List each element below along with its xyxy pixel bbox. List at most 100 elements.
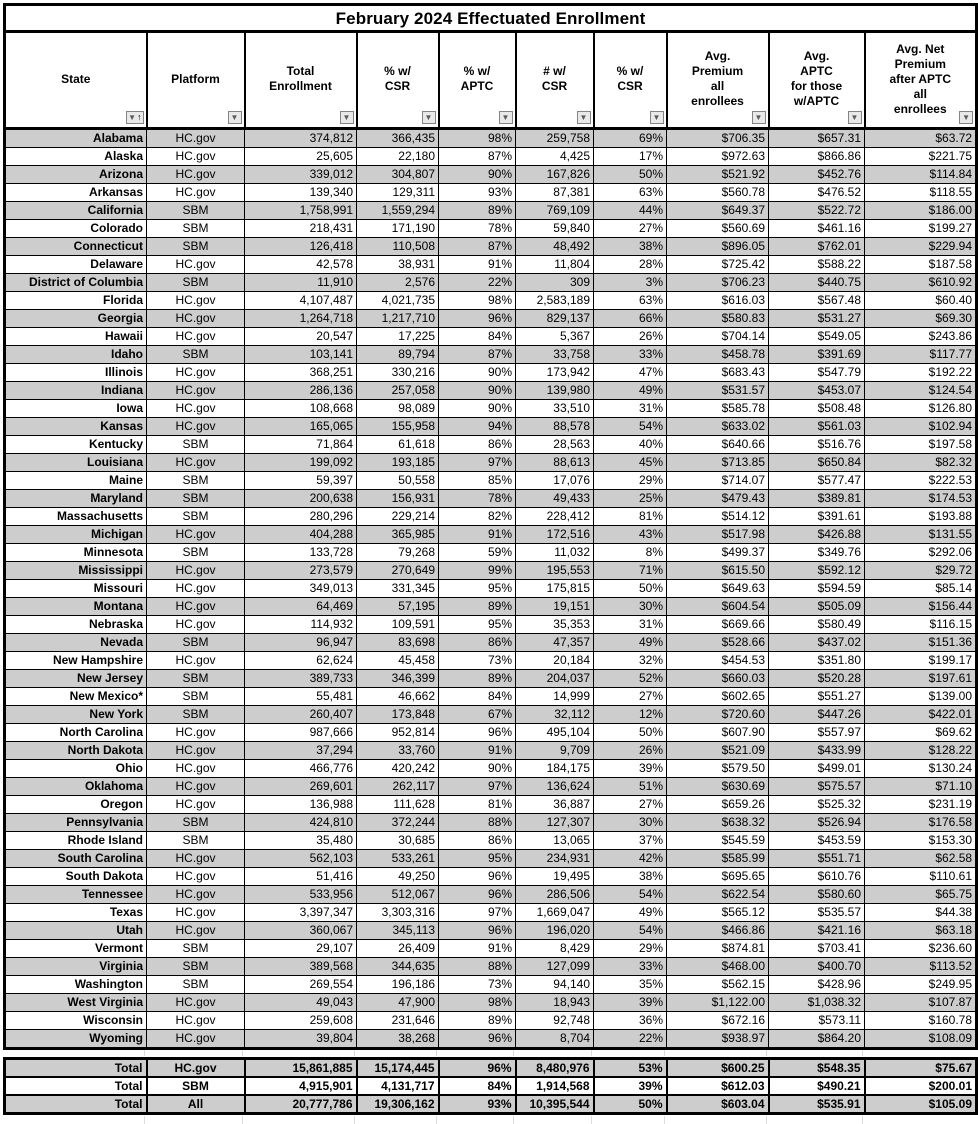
state-row: South Carolina HC.gov 562,103 533,261 95% 234…: [4, 849, 978, 868]
cell-num-w-csr-b: 36,887: [515, 795, 594, 814]
state-row: California SBM 1,758,991 1,559,294 89% 769,10…: [4, 201, 978, 220]
cell-avg-premium: $896.05: [666, 237, 769, 256]
cell-num-w-csr-b: 49,433: [515, 489, 594, 508]
filter-dropdown-button-total-enrollment[interactable]: ▼: [339, 111, 354, 124]
filter-dropdown-button-avg-net-premium[interactable]: ▼: [959, 111, 974, 124]
cell-num-w-csr-a: 346,399: [356, 669, 439, 688]
cell-num-w-csr-b: 88,578: [515, 417, 594, 436]
cell-state: Alabama: [4, 128, 147, 148]
cell-platform: SBM: [146, 831, 245, 850]
cell-total-enrollment: 15,861,885: [243, 1057, 358, 1078]
cell-state: South Carolina: [4, 849, 147, 868]
gridline-segment: [3, 1116, 145, 1124]
cell-avg-net-premium: $197.61: [863, 669, 978, 688]
cell-pct-w-csr: 27%: [593, 687, 667, 706]
cell-pct-w-aptc: 91%: [438, 939, 516, 958]
gridline-segment: [665, 1050, 767, 1056]
column-header-avg-premium: Avg. Premium all enrollees ▼: [665, 31, 770, 130]
cell-num-w-csr-b: 59,840: [515, 219, 594, 238]
cell-avg-premium: $560.69: [666, 219, 769, 238]
filter-dropdown-button-avg-premium[interactable]: ▼: [751, 111, 766, 124]
cell-num-w-csr-b: 18,943: [515, 993, 594, 1012]
cell-avg-net-premium: $107.87: [863, 993, 978, 1012]
column-header-label: Avg. Premium all enrollees: [691, 49, 744, 108]
cell-state: New Mexico*: [4, 687, 147, 706]
filter-sort-asc-button-state[interactable]: ▼ ↑: [126, 111, 144, 124]
cell-state: Arizona: [4, 165, 147, 184]
cell-num-w-csr-a: 89,794: [356, 345, 439, 364]
cell-num-w-csr-a: 345,113: [356, 921, 439, 940]
filter-dropdown-button-avg-aptc[interactable]: ▼: [847, 111, 862, 124]
cell-total-enrollment: 280,296: [244, 507, 357, 526]
cell-avg-net-premium: $60.40: [863, 291, 978, 310]
cell-total-enrollment: 59,397: [244, 471, 357, 490]
cell-num-w-csr-a: 304,807: [356, 165, 439, 184]
filter-dropdown-button-platform[interactable]: ▼: [227, 111, 242, 124]
cell-avg-aptc: $551.27: [768, 687, 865, 706]
cell-num-w-csr-b: 8,704: [515, 1029, 594, 1049]
state-row: Vermont SBM 29,107 26,409 91% 8,429 29% $874.81…: [4, 939, 978, 958]
cell-avg-aptc: $505.09: [768, 597, 865, 616]
cell-platform: SBM: [146, 705, 245, 724]
cell-avg-premium: $938.97: [666, 1029, 769, 1049]
cell-num-w-csr-a: 38,268: [356, 1029, 439, 1049]
cell-num-w-csr-a: 952,814: [356, 723, 439, 742]
cell-pct-w-aptc: 84%: [438, 327, 516, 346]
cell-pct-w-csr: 8%: [593, 543, 667, 562]
cell-avg-premium: $545.59: [666, 831, 769, 850]
cell-pct-w-csr: 12%: [593, 705, 667, 724]
cell-num-w-csr-b: 35,353: [515, 615, 594, 634]
cell-pct-w-aptc: 96%: [438, 921, 516, 940]
cell-num-w-csr-a: 33,760: [356, 741, 439, 760]
cell-pct-w-csr: 39%: [593, 759, 667, 778]
cell-num-w-csr-a: 46,662: [356, 687, 439, 706]
cell-num-w-csr-a: 45,458: [356, 651, 439, 670]
filter-dropdown-button-num-w-csr-a[interactable]: ▼: [421, 111, 436, 124]
cell-platform: HC.gov: [146, 363, 245, 382]
title-row: February 2024 Effectuated Enrollment: [4, 4, 977, 33]
filter-dropdown-button-num-w-csr-b[interactable]: ▼: [576, 111, 591, 124]
cell-avg-net-premium: $151.36: [863, 633, 978, 652]
cell-pct-w-aptc: 87%: [438, 147, 516, 166]
cell-num-w-csr-b: 1,914,568: [514, 1076, 595, 1096]
cell-pct-w-csr: 29%: [593, 471, 667, 490]
cell-state: Montana: [4, 597, 147, 616]
cell-pct-w-aptc: 84%: [438, 687, 516, 706]
cell-avg-net-premium: $610.92: [863, 273, 978, 292]
cell-avg-premium: $468.00: [666, 957, 769, 976]
cell-pct-w-aptc: 90%: [438, 381, 516, 400]
cell-pct-w-aptc: 94%: [438, 417, 516, 436]
cell-platform: HC.gov: [146, 1029, 245, 1049]
state-row: Delaware HC.gov 42,578 38,931 91% 11,804 28% $7…: [4, 255, 978, 274]
cell-avg-net-premium: $131.55: [863, 525, 978, 544]
cell-pct-w-aptc: 95%: [438, 849, 516, 868]
cell-avg-net-premium: $200.01: [863, 1076, 978, 1096]
cell-state: Mississippi: [4, 561, 147, 580]
cell-pct-w-aptc: 98%: [438, 993, 516, 1012]
filter-arrow-icon: ▼: [230, 113, 239, 122]
filter-dropdown-button-pct-w-csr[interactable]: ▼: [649, 111, 664, 124]
cell-platform: SBM: [146, 633, 245, 652]
cell-num-w-csr-a: 98,089: [356, 399, 439, 418]
cell-num-w-csr-a: 129,311: [356, 183, 439, 202]
cell-total-enrollment: 389,568: [244, 957, 357, 976]
cell-num-w-csr-a: 61,618: [356, 435, 439, 454]
cell-avg-premium: $649.37: [666, 201, 769, 220]
cell-avg-net-premium: $236.60: [863, 939, 978, 958]
cell-pct-w-csr: 17%: [593, 147, 667, 166]
cell-pct-w-aptc: 99%: [438, 561, 516, 580]
filter-dropdown-button-pct-w-aptc[interactable]: ▼: [498, 111, 513, 124]
cell-num-w-csr-b: 19,151: [515, 597, 594, 616]
cell-avg-premium: $517.98: [666, 525, 769, 544]
cell-total-enrollment: 349,013: [244, 579, 357, 598]
cell-avg-premium: $630.69: [666, 777, 769, 796]
cell-avg-net-premium: $222.53: [863, 471, 978, 490]
state-row: Virginia SBM 389,568 344,635 88% 127,099 33% $4…: [4, 957, 978, 976]
cell-platform: SBM: [146, 219, 245, 238]
cell-platform: HC.gov: [146, 381, 245, 400]
cell-avg-aptc: $391.69: [768, 345, 865, 364]
cell-num-w-csr-a: 111,628: [356, 795, 439, 814]
cell-avg-net-premium: $62.58: [863, 849, 978, 868]
cell-state: New York: [4, 705, 147, 724]
cell-state: Rhode Island: [4, 831, 147, 850]
